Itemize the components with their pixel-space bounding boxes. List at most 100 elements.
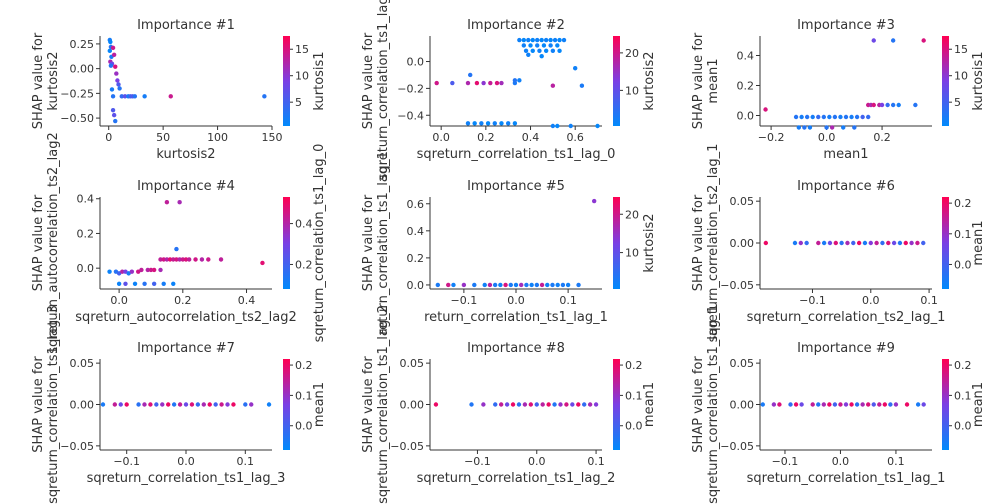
data-point xyxy=(151,281,157,286)
data-point xyxy=(882,402,888,407)
colorbar xyxy=(942,359,949,450)
x-axis-label: sqreturn_autocorrelation_ts2_lag2 xyxy=(75,310,297,325)
x-tick-label: 0.4 xyxy=(238,294,256,307)
data-point xyxy=(539,53,544,59)
x-tick-label: −0.2 xyxy=(758,131,785,144)
data-point xyxy=(838,114,843,120)
colorbar-label: kurtosis2 xyxy=(642,51,657,110)
data-point xyxy=(189,402,195,407)
data-point xyxy=(860,402,865,407)
data-point xyxy=(488,80,493,86)
data-point xyxy=(111,52,117,57)
data-point xyxy=(880,240,885,246)
data-point xyxy=(888,402,893,407)
data-point xyxy=(816,114,821,120)
colorbar-tick-label: 20 xyxy=(625,208,639,221)
data-point xyxy=(161,281,166,286)
data-point xyxy=(879,102,885,108)
y-axis-label: SHAP value forsqreturn_correlation_ts1_l… xyxy=(361,0,391,180)
data-point xyxy=(565,282,571,288)
data-point xyxy=(180,257,186,262)
y-axis-label: SHAP value forkurtosis2 xyxy=(31,32,61,129)
data-point xyxy=(804,240,809,246)
x-tick-label: 0.1 xyxy=(559,294,577,307)
data-point xyxy=(886,240,891,246)
colorbar-tick-label: 0.1 xyxy=(954,389,972,402)
x-tick-label: 0.0 xyxy=(507,294,525,307)
data-point xyxy=(550,83,556,88)
data-point xyxy=(763,107,768,112)
y-tick-label: 0.2 xyxy=(737,80,755,93)
data-point xyxy=(849,402,854,407)
data-point xyxy=(498,402,504,407)
y-tick-label: 0.0 xyxy=(737,110,755,123)
data-point xyxy=(909,240,914,246)
data-point xyxy=(816,240,821,246)
colorbar-tick-label: 0.0 xyxy=(954,420,972,433)
y-axis-label: SHAP value forsqreturn_correlation_ts1_l… xyxy=(691,305,721,504)
y-axis-label-line: SHAP value for xyxy=(361,32,376,129)
data-point xyxy=(482,282,487,288)
colorbar xyxy=(613,197,620,289)
data-point xyxy=(832,402,838,407)
colorbar-tick-label: 15 xyxy=(954,43,968,56)
data-point xyxy=(827,114,832,120)
data-point xyxy=(249,402,254,407)
plot-title: Importance #6 xyxy=(797,179,895,194)
data-point xyxy=(560,282,566,288)
data-point xyxy=(206,257,211,262)
y-tick-label: −0.50 xyxy=(60,112,94,125)
data-point xyxy=(513,282,519,288)
x-tick-label: 0.1 xyxy=(587,455,605,468)
y-axis-label-line: sqreturn_correlation_ts2_lag_1 xyxy=(706,144,721,343)
data-point xyxy=(148,267,154,273)
data-point xyxy=(151,267,157,273)
data-point xyxy=(171,281,176,286)
data-point xyxy=(109,87,115,92)
colorbar-tick-label: 0.4 xyxy=(295,218,313,231)
data-point xyxy=(174,246,179,252)
colorbar-label: sqreturn_correlation_ts1_lag_0 xyxy=(312,144,327,343)
data-point xyxy=(183,402,189,407)
data-point xyxy=(526,37,531,43)
colorbar-tick-label: 0.2 xyxy=(625,359,643,372)
y-tick-label: 0.0 xyxy=(407,279,425,292)
colorbar xyxy=(942,36,949,126)
colorbar-label: kurtosis1 xyxy=(312,51,327,110)
data-point xyxy=(524,282,529,288)
data-point xyxy=(139,267,144,273)
data-point xyxy=(877,402,882,407)
x-tick-label: 0.0 xyxy=(177,455,195,468)
data-point xyxy=(535,43,540,48)
data-point xyxy=(593,402,599,407)
y-axis-label-line: sqreturn_correlation_ts1_lag_3 xyxy=(46,305,61,504)
data-point xyxy=(499,80,504,86)
data-point xyxy=(534,282,540,288)
data-point xyxy=(123,281,128,286)
data-point xyxy=(177,257,182,262)
data-point xyxy=(526,52,531,58)
data-point xyxy=(231,402,236,407)
x-axis-label: mean1 xyxy=(823,147,868,162)
y-axis-label: SHAP value forsqreturn_correlation_ts1_l… xyxy=(31,305,61,504)
data-point xyxy=(871,38,876,43)
data-point xyxy=(582,402,587,407)
plot-title: Importance #7 xyxy=(137,341,235,356)
y-tick-label: 0.25 xyxy=(70,38,95,51)
data-point xyxy=(517,37,522,43)
data-point xyxy=(572,66,578,71)
data-point xyxy=(481,402,486,407)
x-tick-label: 0.2 xyxy=(873,131,891,144)
colorbar-tick-label: 0.2 xyxy=(954,359,972,372)
y-axis-label-line: SHAP value for xyxy=(361,194,376,291)
data-point xyxy=(555,43,560,48)
colorbar-label: mean1 xyxy=(312,382,327,427)
data-point xyxy=(865,402,871,407)
data-point xyxy=(548,37,553,43)
data-point xyxy=(161,257,166,262)
data-point xyxy=(548,43,553,48)
data-point xyxy=(576,282,581,288)
colorbar-label: mean1 xyxy=(971,220,986,265)
data-point xyxy=(469,402,474,407)
data-point xyxy=(508,282,513,288)
